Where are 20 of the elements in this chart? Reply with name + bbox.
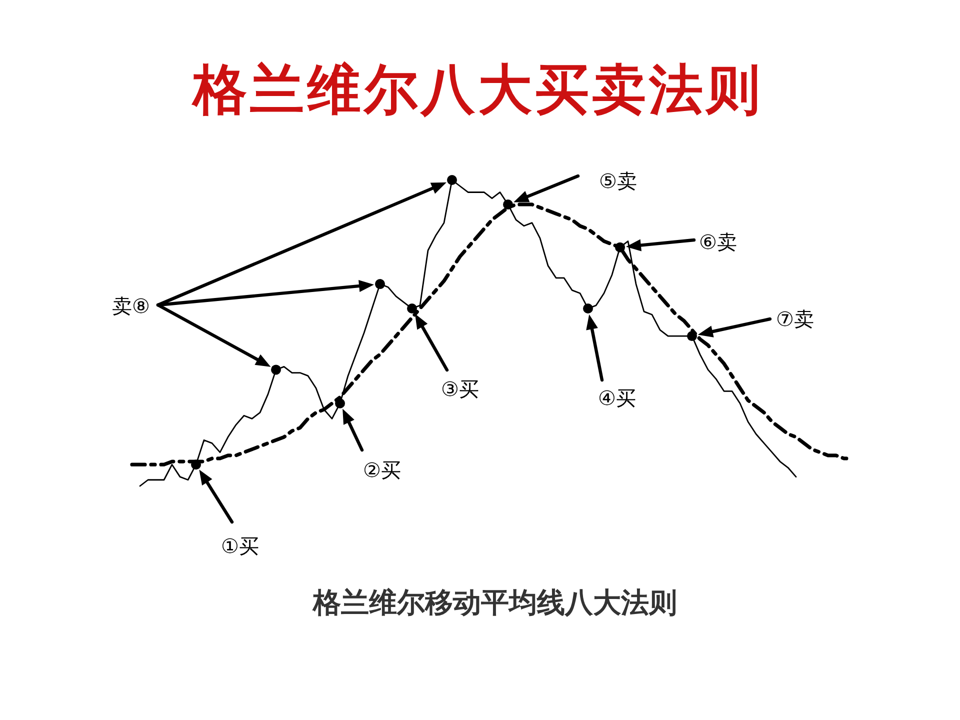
annotation: ②买 [363,458,401,482]
annotation: ⑥卖 [699,230,737,254]
point [503,199,513,210]
point [447,175,457,185]
annotation: ①买 [221,534,259,558]
point [583,304,593,314]
annotation: ③买 [441,377,479,401]
point [615,242,625,252]
point [271,364,281,375]
point [407,304,417,314]
annotation: ⑤卖 [599,169,637,193]
point [687,331,697,342]
chart-title: 格兰维尔八大买卖法则 [191,58,763,121]
annotation: ⑦卖 [776,307,814,331]
annotation: ④买 [598,386,636,410]
annotation: 卖⑧ [112,294,150,318]
point [375,279,385,290]
point [191,460,201,470]
point [335,398,345,408]
caption: 格兰维尔移动平均线八大法则 [313,586,677,619]
